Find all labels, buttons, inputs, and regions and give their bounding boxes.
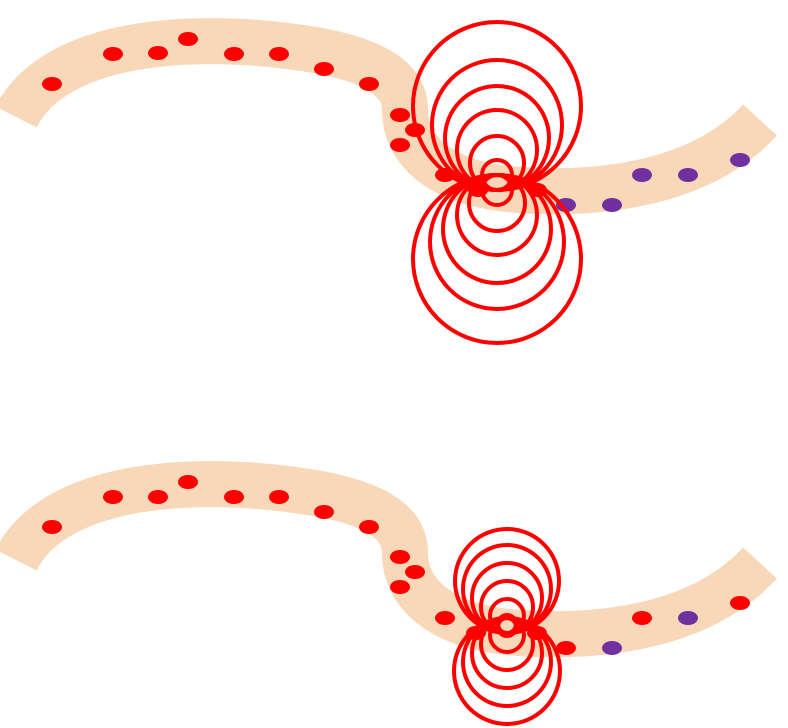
depolarized-dot xyxy=(314,62,334,76)
panel-top xyxy=(0,18,777,345)
field-loop-above xyxy=(453,527,561,635)
depolarized-dot xyxy=(103,490,123,504)
depolarized-dot xyxy=(390,138,410,152)
depolarized-dot xyxy=(632,611,652,625)
depolarized-dot xyxy=(390,108,410,122)
depolarized-dot xyxy=(390,550,410,564)
depolarized-dot xyxy=(556,641,576,655)
depolarized-dot xyxy=(405,565,425,579)
depolarized-dot xyxy=(42,520,62,534)
depolarized-dot xyxy=(178,32,198,46)
field-loop-below xyxy=(411,173,583,345)
field-loop-below xyxy=(452,616,562,726)
depolarized-dot xyxy=(730,596,750,610)
depolarized-dot xyxy=(359,77,379,91)
resting-dot xyxy=(556,198,576,212)
resting-dot xyxy=(602,641,622,655)
resting-dot xyxy=(678,611,698,625)
depolarized-dot xyxy=(148,46,168,60)
depolarized-dot xyxy=(359,520,379,534)
depolarized-dot xyxy=(224,47,244,61)
depolarized-dot xyxy=(390,580,410,594)
depolarized-dot xyxy=(269,47,289,61)
resting-dot xyxy=(678,168,698,182)
depolarized-dot xyxy=(269,490,289,504)
depolarized-dot xyxy=(103,47,123,61)
depolarized-dot xyxy=(314,505,334,519)
depolarized-dot xyxy=(42,77,62,91)
depolarized-dot xyxy=(148,490,168,504)
resting-dot xyxy=(602,198,622,212)
resting-dot xyxy=(730,153,750,167)
depolarized-dot xyxy=(224,490,244,504)
resting-dot xyxy=(632,168,652,182)
panel-bottom xyxy=(0,461,777,726)
field-loop-above xyxy=(411,20,583,192)
depolarized-dot xyxy=(178,475,198,489)
depolarized-dot xyxy=(435,611,455,625)
